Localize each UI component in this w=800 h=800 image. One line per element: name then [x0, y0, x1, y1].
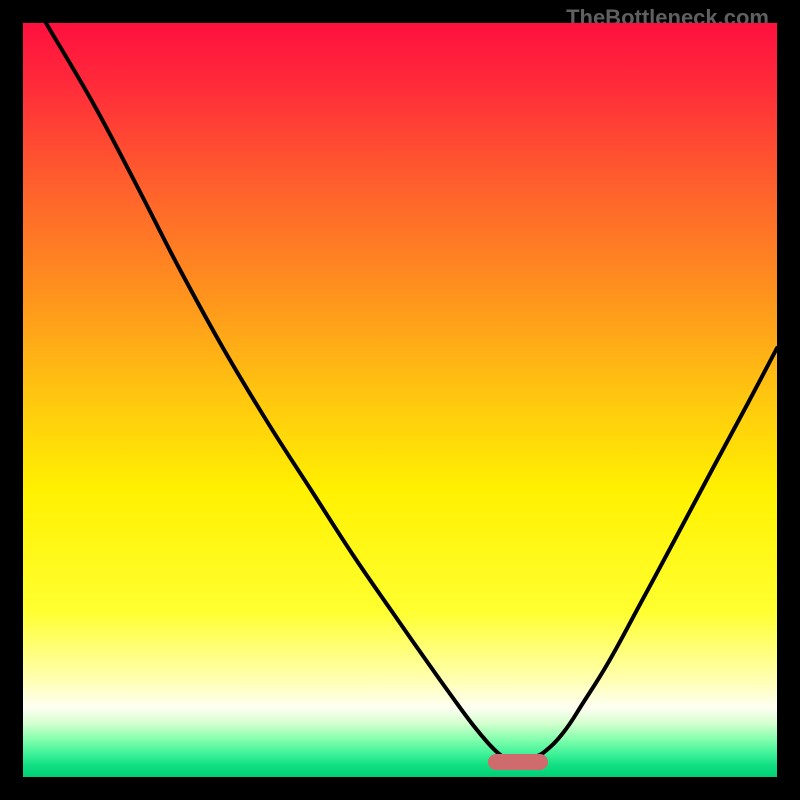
chart-background [23, 23, 777, 777]
chart-frame: TheBottleneck.com [23, 23, 777, 777]
chart-svg [23, 23, 777, 777]
optimum-marker [488, 754, 548, 770]
